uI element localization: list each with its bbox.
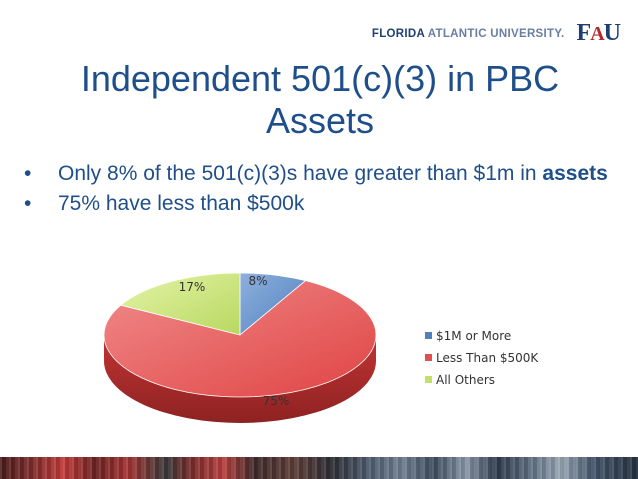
bullet-dot-icon: • bbox=[24, 162, 32, 185]
slice-label-3: 17% bbox=[179, 280, 206, 294]
legend-swatch-2 bbox=[425, 354, 432, 361]
decorative-photo-strip bbox=[0, 457, 638, 479]
bullet-item: • Only 8% of the 501(c)(3)s have greater… bbox=[24, 162, 608, 185]
pie-chart: 8% 75% 17% $1M or More Less Than $500K All O… bbox=[103, 272, 539, 423]
pie-side-band bbox=[104, 335, 376, 423]
slice-label-2: 75% bbox=[263, 394, 290, 408]
slide-title: Independent 501(c)(3) in PBC Assets bbox=[80, 58, 560, 141]
legend-label-2: Less Than $500K bbox=[436, 351, 539, 365]
legend-label-3: All Others bbox=[436, 373, 495, 387]
bullet-dot-icon: • bbox=[24, 192, 32, 215]
pie-slice-3 bbox=[119, 272, 241, 336]
fau-logo: FAU bbox=[576, 20, 621, 46]
university-name: FLORIDA ATLANTIC UNIVERSITY. bbox=[371, 27, 565, 40]
legend-swatch-3 bbox=[425, 376, 432, 383]
slice-label-1: 8% bbox=[248, 274, 267, 288]
pie-slice-2 bbox=[103, 280, 377, 398]
legend-swatch-1 bbox=[425, 332, 432, 339]
bullet-item: • 75% have less than $500k bbox=[24, 192, 305, 215]
header-logo: FLORIDA ATLANTIC UNIVERSITY. FAU bbox=[371, 20, 621, 47]
legend-label-1: $1M or More bbox=[436, 329, 511, 343]
bullet-list: • Only 8% of the 501(c)(3)s have greater… bbox=[22, 162, 622, 222]
